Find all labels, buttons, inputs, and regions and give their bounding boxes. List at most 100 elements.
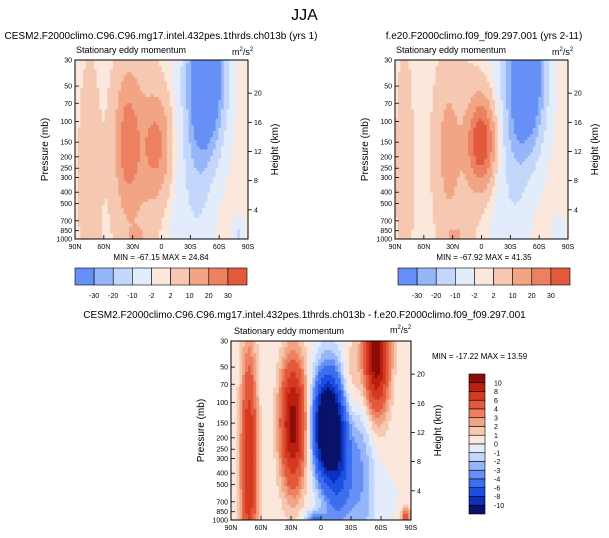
contour-cell — [188, 195, 192, 200]
contour-cell — [77, 164, 81, 169]
contour-cell — [75, 93, 79, 98]
contour-cell — [169, 130, 173, 135]
contour-cell — [77, 158, 81, 163]
contour-cell — [540, 69, 545, 73]
contour-cell — [129, 192, 133, 197]
contour-cell — [231, 66, 235, 70]
contour-cell — [83, 100, 87, 104]
contour-cell — [505, 87, 509, 92]
contour-cell — [427, 103, 431, 107]
contour-cell — [104, 115, 108, 120]
contour-cell — [443, 78, 447, 83]
contour-cell — [75, 137, 79, 141]
contour-cell — [245, 109, 249, 113]
contour-cell — [516, 115, 520, 120]
contour-cell — [134, 235, 138, 240]
contour-cell — [164, 84, 168, 89]
contour-cell — [495, 90, 499, 95]
color-bar-label: -2 — [148, 293, 154, 300]
contour-cell — [180, 174, 184, 178]
contour-cell — [470, 84, 474, 89]
contour-cell — [145, 183, 149, 187]
contour-cell — [75, 155, 79, 160]
contour-cell — [405, 63, 409, 67]
contour-cell — [75, 106, 79, 110]
contour-cell — [123, 232, 127, 237]
contour-cell — [139, 171, 143, 175]
contour-cell — [150, 134, 154, 138]
contour-cell — [134, 66, 138, 70]
contour-cell — [543, 63, 547, 67]
contour-cell — [126, 183, 130, 187]
contour-cell — [115, 161, 119, 166]
contour-cell — [419, 106, 423, 110]
contour-cell — [478, 100, 482, 104]
contour-cell — [226, 177, 230, 181]
contour-cell — [549, 103, 553, 107]
contour-cell — [202, 72, 206, 76]
contour-cell — [183, 124, 187, 129]
contour-cell — [161, 69, 165, 73]
contour-cell — [188, 174, 192, 178]
contour-cell — [123, 60, 127, 64]
contour-cell — [88, 109, 92, 113]
contour-cell — [229, 229, 233, 234]
contour-cell — [403, 75, 407, 79]
contour-cell — [158, 130, 162, 135]
contour-cell — [486, 60, 491, 64]
contour-cell — [193, 146, 198, 150]
contour-cell — [115, 112, 119, 116]
contour-cell — [139, 183, 143, 187]
contour-cell — [161, 127, 165, 132]
contour-cell — [158, 183, 162, 187]
contour-cell — [212, 168, 216, 172]
contour-cell — [519, 106, 523, 110]
contour-cell — [177, 229, 181, 234]
contour-cell — [530, 84, 534, 89]
contour-cell — [85, 134, 89, 138]
contour-cell — [484, 97, 488, 101]
contour-cell — [153, 177, 157, 181]
contour-cell — [242, 229, 246, 234]
contour-cell — [177, 140, 181, 144]
contour-cell — [438, 109, 442, 113]
contour-cell — [166, 134, 171, 138]
contour-cell — [166, 66, 171, 70]
contour-cell — [199, 208, 203, 212]
contour-cell — [543, 97, 547, 101]
contour-cell — [185, 205, 189, 209]
contour-cell — [549, 72, 553, 76]
contour-cell — [177, 137, 181, 141]
contour-cell — [156, 214, 160, 218]
contour-cell — [416, 93, 420, 98]
contour-cell — [75, 134, 79, 138]
contour-cell — [202, 186, 206, 191]
contour-cell — [99, 112, 103, 116]
contour-cell — [118, 223, 122, 228]
contour-cell — [123, 155, 127, 160]
contour-cell — [218, 121, 222, 126]
contour-cell — [85, 140, 89, 144]
contour-cell — [169, 198, 173, 203]
color-bar-box — [93, 267, 114, 286]
contour-cell — [134, 60, 138, 64]
contour-cell — [147, 140, 152, 144]
contour-cell — [245, 72, 249, 76]
contour-cell — [80, 164, 84, 169]
contour-cell — [93, 155, 98, 160]
contour-cell — [134, 93, 138, 98]
contour-cell — [183, 69, 187, 73]
contour-cell — [478, 69, 482, 73]
contour-cell — [492, 69, 496, 73]
contour-cell — [172, 134, 176, 138]
contour-cell — [565, 100, 569, 104]
contour-cell — [177, 226, 181, 231]
contour-cell — [172, 208, 176, 212]
contour-cell — [75, 186, 79, 191]
contour-cell — [191, 214, 195, 218]
contour-cell — [223, 195, 227, 200]
contour-cell — [99, 198, 103, 203]
contour-cell — [440, 87, 445, 92]
contour-cell — [118, 201, 122, 206]
contour-cell — [83, 60, 87, 64]
